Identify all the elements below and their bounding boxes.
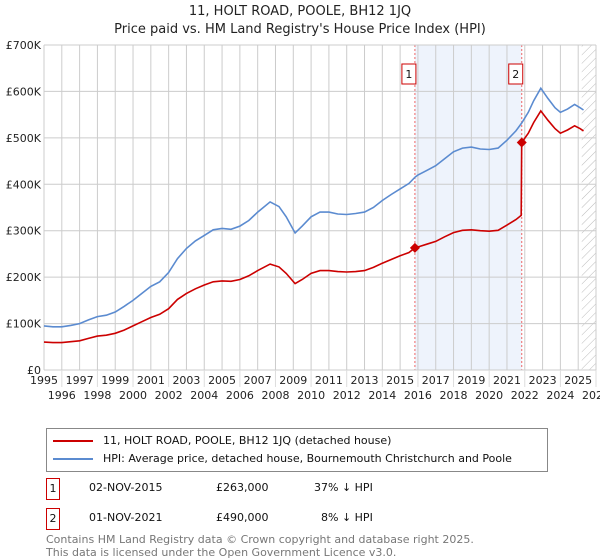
legend: 11, HOLT ROAD, POOLE, BH12 1JQ (detached… (46, 428, 548, 472)
legend-swatch-red (53, 440, 93, 442)
x-tick-label: 2001 (137, 374, 165, 387)
x-tick-label: 2012 (333, 389, 361, 402)
x-tick-label: 2024 (546, 389, 574, 402)
x-tick-label: 2007 (244, 374, 272, 387)
x-tick-label: 2023 (529, 374, 557, 387)
plot-area: 1995 1996 1997 1998 1999 2000 2001 2002 2003 2004… (6, 39, 600, 402)
forecast-hatch (581, 45, 596, 370)
sale-marker-label: 2 (512, 68, 519, 81)
x-tick-label: 2009 (279, 374, 307, 387)
transaction-row: 1 02-NOV-2015 £263,000 37% ↓ HPI (46, 478, 446, 500)
legend-label: 11, HOLT ROAD, POOLE, BH12 1JQ (detached… (103, 434, 392, 447)
legend-item-property: 11, HOLT ROAD, POOLE, BH12 1JQ (detached… (53, 434, 391, 448)
x-tick-label: 2015 (386, 374, 414, 387)
x-tick-label: 1998 (83, 389, 111, 402)
x-tick-label: 2018 (440, 389, 468, 402)
transaction-row: 2 01-NOV-2021 £490,000 8% ↓ HPI (46, 508, 446, 530)
chart-subtitle: Price paid vs. HM Land Registry's House … (114, 22, 486, 37)
transaction-hpi: 8% ↓ HPI (321, 511, 373, 524)
x-tick-label: 2003 (172, 374, 200, 387)
transaction-date: 02-NOV-2015 (89, 481, 163, 494)
transaction-hpi: 37% ↓ HPI (314, 481, 373, 494)
y-tick-label: £0 (27, 364, 41, 377)
transaction-marker: 2 (46, 508, 60, 530)
x-tick-label: 2010 (297, 389, 325, 402)
y-tick-label: £300K (6, 225, 42, 238)
x-tick-label: 2016 (404, 389, 432, 402)
series-line (43, 86, 584, 328)
x-tick-label: 1999 (101, 374, 129, 387)
transaction-marker: 1 (46, 478, 60, 500)
transaction-price: £263,000 (216, 481, 269, 494)
x-tick-label: 2014 (368, 389, 396, 402)
x-tick-label: 1995 (30, 374, 58, 387)
y-tick-label: £400K (6, 178, 42, 191)
x-tick-label: 1996 (48, 389, 76, 402)
sale-marker-label: 1 (405, 68, 412, 81)
x-tick-label: 2006 (226, 389, 254, 402)
x-tick-label: 2013 (351, 374, 379, 387)
x-tick-label: 2008 (261, 389, 289, 402)
y-tick-label: £200K (6, 271, 42, 284)
x-tick-label: 1997 (66, 374, 94, 387)
y-tick-label: £600K (6, 85, 42, 98)
y-tick-label: £700K (6, 39, 42, 52)
x-tick-label: 2017 (422, 374, 450, 387)
sale-point (516, 137, 527, 148)
x-tick-label: 2025 (564, 374, 592, 387)
sale-period-shading (414, 45, 522, 370)
chart-title: 11, HOLT ROAD, POOLE, BH12 1JQ (188, 4, 412, 19)
x-tick-label: 2026 (582, 389, 600, 402)
x-tick-label: 2002 (155, 389, 183, 402)
x-tick-label: 2004 (190, 389, 218, 402)
legend-swatch-blue (53, 458, 93, 460)
footer-licence: This data is licensed under the Open Gov… (46, 546, 397, 559)
legend-label: HPI: Average price, detached house, Bour… (103, 452, 512, 465)
series-line (43, 109, 584, 344)
transaction-price: £490,000 (216, 511, 269, 524)
x-tick-label: 2020 (475, 389, 503, 402)
legend-item-hpi: HPI: Average price, detached house, Bour… (53, 452, 512, 466)
sale-marker-box (508, 63, 524, 85)
transaction-date: 01-NOV-2021 (89, 511, 163, 524)
footer-copyright: Contains HM Land Registry data © Crown c… (46, 533, 474, 546)
sale-marker-box (401, 63, 417, 85)
x-tick-label: 2005 (208, 374, 236, 387)
x-tick-label: 2022 (511, 389, 539, 402)
y-tick-label: £500K (6, 132, 42, 145)
x-tick-label: 2021 (493, 374, 521, 387)
x-tick-label: 2019 (457, 374, 485, 387)
x-tick-label: 2011 (315, 374, 343, 387)
sale-point (409, 242, 420, 253)
x-tick-label: 2000 (119, 389, 147, 402)
y-tick-label: £100K (6, 318, 42, 331)
